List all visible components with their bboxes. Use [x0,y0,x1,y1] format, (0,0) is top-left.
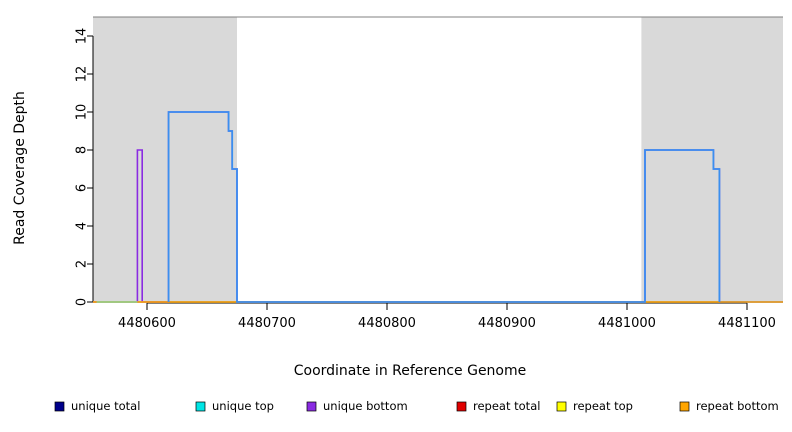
repeat-region-right [641,17,783,302]
y-tick-label: 8 [75,146,90,154]
legend-swatch [306,401,317,412]
repeat-shaded-bands [93,17,783,302]
y-tick-label: 2 [75,260,90,268]
legend-label: repeat top [573,399,633,413]
chart-legend: unique total unique top unique bottom repea… [54,399,779,413]
legend-swatch [195,401,206,412]
legend-swatch [679,401,690,412]
series-coverage-step-blue [167,111,721,303]
legend-item[interactable]: repeat top [556,399,633,413]
y-tick-label: 4 [75,222,90,230]
legend-item[interactable]: unique total [54,399,140,413]
x-tick-label: 4480900 [478,316,536,331]
y-tick-label: 6 [75,184,90,192]
x-axis: 4480600 4480700 4480800 4480900 4481000 44811… [118,302,776,331]
y-axis-title: Read Coverage Depth [12,91,28,245]
legend-label: repeat total [473,399,540,413]
y-tick-label: 14 [75,28,90,45]
legend-label: unique total [71,399,140,413]
legend-swatch [456,401,467,412]
repeat-region-left [93,17,237,302]
y-tick-label: 12 [75,66,90,83]
x-tick-label: 4481100 [718,316,776,331]
x-tick-label: 4481000 [598,316,656,331]
legend-swatch [54,401,65,412]
legend-item[interactable]: repeat total [456,399,540,413]
legend-swatch [556,401,567,412]
y-axis: 0 2 4 6 8 10 12 14 [75,28,94,306]
legend-label: repeat bottom [696,399,779,413]
legend-item[interactable]: unique top [195,399,274,413]
x-tick-label: 4480800 [358,316,416,331]
legend-label: unique top [212,399,274,413]
y-tick-label: 10 [75,104,90,121]
legend-item[interactable]: repeat bottom [679,399,779,413]
data-series-group [93,111,783,303]
x-tick-label: 4480700 [238,316,296,331]
x-tick-label: 4480600 [118,316,176,331]
x-axis-title: Coordinate in Reference Genome [294,363,527,379]
legend-label: unique bottom [323,399,408,413]
legend-item[interactable]: unique bottom [306,399,408,413]
y-tick-label: 0 [75,298,90,306]
